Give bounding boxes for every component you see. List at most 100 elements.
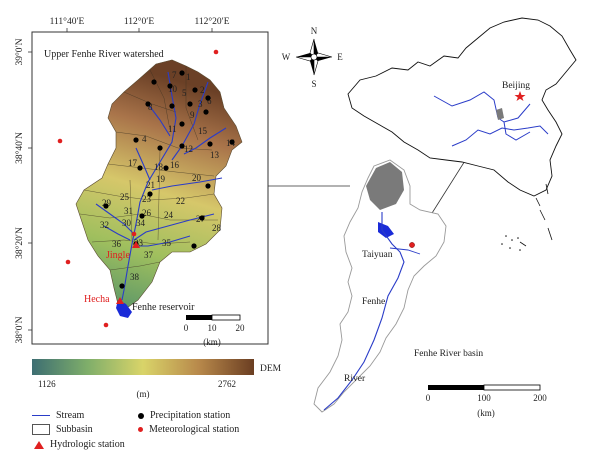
label-taiyuan: Taiyuan	[362, 250, 393, 260]
hydrologic-stations	[116, 241, 140, 304]
subbasin-24: 24	[164, 210, 174, 220]
legend-precipitation: Precipitation station	[138, 410, 230, 421]
precipitation-dot-icon	[138, 412, 144, 419]
dem-max: 2762	[218, 379, 236, 389]
label-fenhe: Fenhe	[362, 297, 385, 307]
streams-left	[95, 71, 227, 301]
legend-hydrologic: Hydrologic station	[34, 439, 125, 450]
lon-tick-2: 112°0′E	[124, 16, 155, 27]
subbasin-33: 33	[134, 238, 144, 248]
subbasin-1: 1	[186, 72, 191, 82]
lat-tick-2: 38°40′N	[14, 132, 25, 164]
left-scale-tick-10: 10	[208, 323, 218, 333]
lat-tick-3: 38°20′N	[14, 227, 25, 259]
right-scale-tick-0: 0	[426, 393, 431, 403]
left-scalebar: 0 10 20 (km)	[184, 314, 246, 347]
subbasin-18: 18	[154, 162, 164, 172]
subbasin-box-icon	[32, 424, 50, 435]
subbasin-16: 16	[170, 160, 180, 170]
subbasin-35: 35	[162, 238, 172, 248]
subbasin-36: 36	[112, 239, 122, 249]
compass-s: S	[311, 79, 316, 89]
left-scale-tick-20: 20	[236, 323, 246, 333]
compass-w: W	[282, 52, 291, 62]
subbasin-30: 30	[122, 218, 132, 228]
subbasin-7: 7	[172, 70, 177, 80]
subbasin-38: 38	[130, 272, 140, 282]
fenhe-basin-outline	[313, 159, 447, 413]
subbasin-21: 21	[146, 180, 155, 190]
islands	[519, 183, 553, 247]
subbasin-10: 10	[168, 84, 178, 94]
label-jingle: Jingle	[106, 250, 130, 261]
subbasin-26: 26	[142, 208, 152, 218]
legend-stream-label: Stream	[56, 410, 85, 421]
subbasin-15: 15	[198, 126, 208, 136]
precipitation-stations	[103, 70, 235, 289]
south-sea-islands	[501, 235, 521, 251]
lon-tick-1: 111°40′E	[50, 16, 85, 27]
subbasin-37: 37	[144, 250, 154, 260]
right-scale-unit: (km)	[477, 408, 495, 418]
subbasin-23: 23	[142, 194, 152, 204]
left-scale-unit: (km)	[203, 337, 221, 347]
label-hecha: Hecha	[84, 294, 110, 305]
subbasin-22: 22	[176, 196, 185, 206]
dem-min: 1126	[38, 379, 56, 389]
subbasin-29: 29	[102, 198, 112, 208]
stream-line-icon	[32, 415, 50, 416]
label-fenhe-reservoir: Fenhe reservoir	[132, 302, 195, 313]
compass-n: N	[311, 26, 318, 36]
subbasin-25: 25	[120, 192, 130, 202]
subbasin-31: 31	[124, 206, 133, 216]
subbasin-3: 3	[198, 99, 203, 109]
taiyuan-dot	[409, 242, 415, 248]
subbasin-2: 2	[200, 85, 205, 95]
dem-label: DEM	[260, 364, 282, 374]
meteorological-dot-icon	[138, 427, 143, 432]
lat-tick-1: 39°0′N	[14, 38, 25, 65]
legend-subbasin-label: Subbasin	[56, 424, 93, 435]
inset-title: Upper Fenhe River watershed	[44, 49, 164, 60]
meteorological-stations	[57, 49, 219, 328]
china-outline	[347, 17, 577, 197]
lon-tick-3: 112°20′E	[194, 16, 229, 27]
legend-hydrologic-label: Hydrologic station	[50, 439, 125, 450]
beijing-star-icon	[514, 91, 526, 101]
legend-precipitation-label: Precipitation station	[150, 410, 231, 421]
upper-fenhe-shade	[366, 162, 404, 210]
legend-meteorological: Meteorological station	[138, 424, 239, 435]
subbasin-4: 4	[142, 134, 147, 144]
subbasin-20: 20	[192, 173, 202, 183]
dem-unit: (m)	[137, 389, 150, 399]
left-scale-tick-0: 0	[184, 323, 189, 333]
right-scale-tick-100: 100	[477, 393, 491, 403]
legend-subbasin: Subbasin	[32, 424, 93, 435]
legend-stream: Stream	[32, 410, 84, 421]
compass-e: E	[337, 52, 343, 62]
subbasin-34: 34	[136, 218, 146, 228]
subbasin-8: 8	[148, 102, 153, 112]
fenhe-river-main	[323, 212, 405, 411]
fenhe-basin-highlight	[496, 108, 504, 120]
left-map-ticks	[28, 28, 213, 331]
subbasin-13: 13	[210, 150, 220, 160]
subbasin-32: 32	[100, 220, 109, 230]
subbasin-11: 11	[168, 124, 177, 134]
right-scale-tick-200: 200	[533, 393, 547, 403]
compass-rose	[295, 38, 333, 76]
subbasin-6: 6	[207, 96, 212, 106]
china-rivers	[433, 91, 549, 147]
fenhe-tributary	[389, 247, 421, 255]
right-scalebar: 0 100 200 (km)	[426, 384, 547, 418]
subbasin-9: 9	[190, 110, 195, 120]
label-fenhe-basin: Fenhe River basin	[414, 349, 483, 359]
subbasin-28: 28	[212, 223, 222, 233]
legend-meteorological-label: Meteorological station	[149, 424, 240, 435]
subbasin-19: 19	[156, 174, 166, 184]
label-river: River	[344, 374, 366, 384]
hydrologic-triangle-icon	[34, 440, 44, 449]
subbasin-17: 17	[128, 158, 138, 168]
fenhe-reservoir-left	[116, 300, 132, 318]
